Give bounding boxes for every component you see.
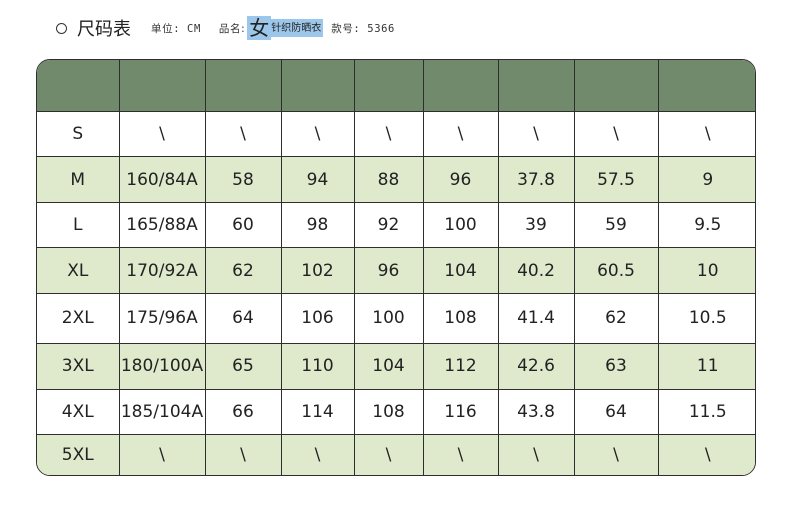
size-cell: 2XL [37, 292, 120, 345]
value-cell: \ [280, 434, 355, 475]
value-cell: 39 [497, 201, 575, 249]
header-cell [37, 60, 120, 112]
header-cell [204, 60, 282, 112]
value-cell: 104 [422, 247, 499, 294]
page-title: 尺码表 [77, 19, 131, 40]
table-row: 3XL 180/100A 65 110 104 112 42.6 63 11 [37, 343, 755, 390]
value-cell: \ [118, 110, 206, 158]
value-cell: \ [657, 110, 755, 158]
value-cell: 11 [657, 343, 755, 390]
size-cell: M [37, 156, 120, 203]
table-row: XL 170/92A 62 102 96 104 40.2 60.5 10 [37, 247, 755, 294]
product-name-big: 女 [247, 16, 272, 40]
value-cell: 108 [353, 388, 424, 436]
value-cell: \ [573, 110, 659, 158]
value-cell: \ [353, 110, 424, 158]
size-cell: 4XL [37, 388, 120, 436]
value-cell: 40.2 [497, 247, 575, 294]
header-cell [497, 60, 575, 112]
value-cell: 88 [353, 156, 424, 203]
style-number: 款号: 5366 [331, 22, 395, 35]
value-cell: 114 [280, 388, 355, 436]
value-cell: \ [118, 434, 206, 475]
value-cell: \ [204, 434, 282, 475]
value-cell: 96 [353, 247, 424, 294]
value-cell: \ [497, 434, 575, 475]
header-cell [353, 60, 424, 112]
table-row: S \ \ \ \ \ \ \ \ [37, 110, 755, 158]
table-row: L 165/88A 60 98 92 100 39 59 9.5 [37, 201, 755, 249]
value-cell: \ [657, 434, 755, 475]
value-cell: 43.8 [497, 388, 575, 436]
value-cell: 94 [280, 156, 355, 203]
header-cell [280, 60, 355, 112]
value-cell: 64 [573, 388, 659, 436]
value-cell: 64 [204, 292, 282, 345]
value-cell: 9 [657, 156, 755, 203]
value-cell: 165/88A [118, 201, 206, 249]
product-label: 品名: [218, 22, 246, 35]
table-row: 4XL 185/104A 66 114 108 116 43.8 64 11.5 [37, 388, 755, 436]
unit-label: 单位: CM [151, 22, 201, 35]
value-cell: 160/84A [118, 156, 206, 203]
value-cell: 92 [353, 201, 424, 249]
value-cell: 175/96A [118, 292, 206, 345]
value-cell: 37.8 [497, 156, 575, 203]
value-cell: 106 [280, 292, 355, 345]
value-cell: \ [204, 110, 282, 158]
size-cell: L [37, 201, 120, 249]
table-row: M 160/84A 58 94 88 96 37.8 57.5 9 [37, 156, 755, 203]
size-chart-header: 尺码表 单位: CM 品名: 女 针织防晒衣 款号: 5366 [56, 14, 413, 42]
value-cell: 100 [422, 201, 499, 249]
circle-bullet-icon [56, 22, 67, 34]
value-cell: 63 [573, 343, 659, 390]
value-cell: 102 [280, 247, 355, 294]
value-cell: 66 [204, 388, 282, 436]
value-cell: 100 [353, 292, 424, 345]
size-cell: S [37, 110, 120, 158]
value-cell: 108 [422, 292, 499, 345]
size-cell: XL [37, 247, 120, 294]
value-cell: 58 [204, 156, 282, 203]
value-cell: 62 [573, 292, 659, 345]
value-cell: \ [353, 434, 424, 475]
value-cell: 10.5 [657, 292, 755, 345]
size-cell: 5XL [37, 434, 120, 475]
value-cell: 41.4 [497, 292, 575, 345]
header-cell [422, 60, 499, 112]
size-cell: 3XL [37, 343, 120, 390]
product-name-small: 针织防晒衣 [271, 19, 324, 37]
value-cell: 180/100A [118, 343, 206, 390]
value-cell: \ [497, 110, 575, 158]
table-header-row [37, 60, 755, 112]
value-cell: 57.5 [573, 156, 659, 203]
value-cell: 59 [573, 201, 659, 249]
header-cell [657, 60, 755, 112]
header-cell [573, 60, 659, 112]
value-cell: 110 [280, 343, 355, 390]
value-cell: 112 [422, 343, 499, 390]
value-cell: \ [280, 110, 355, 158]
value-cell: 42.6 [497, 343, 575, 390]
value-cell: 104 [353, 343, 424, 390]
value-cell: 185/104A [118, 388, 206, 436]
value-cell: 60.5 [573, 247, 659, 294]
value-cell: 98 [280, 201, 355, 249]
table-row: 2XL 175/96A 64 106 100 108 41.4 62 10.5 [37, 292, 755, 345]
value-cell: 60 [204, 201, 282, 249]
table-row: 5XL \ \ \ \ \ \ \ \ [37, 434, 755, 475]
value-cell: \ [573, 434, 659, 475]
header-cell [118, 60, 206, 112]
value-cell: 116 [422, 388, 499, 436]
value-cell: \ [422, 434, 499, 475]
value-cell: 10 [657, 247, 755, 294]
value-cell: 65 [204, 343, 282, 390]
size-table: S \ \ \ \ \ \ \ \ M 160/84A 58 94 88 96 37.8 57.5 9 L 165/8… [36, 59, 756, 476]
value-cell: 11.5 [657, 388, 755, 436]
value-cell: 62 [204, 247, 282, 294]
value-cell: \ [422, 110, 499, 158]
value-cell: 170/92A [118, 247, 206, 294]
value-cell: 9.5 [657, 201, 755, 249]
value-cell: 96 [422, 156, 499, 203]
